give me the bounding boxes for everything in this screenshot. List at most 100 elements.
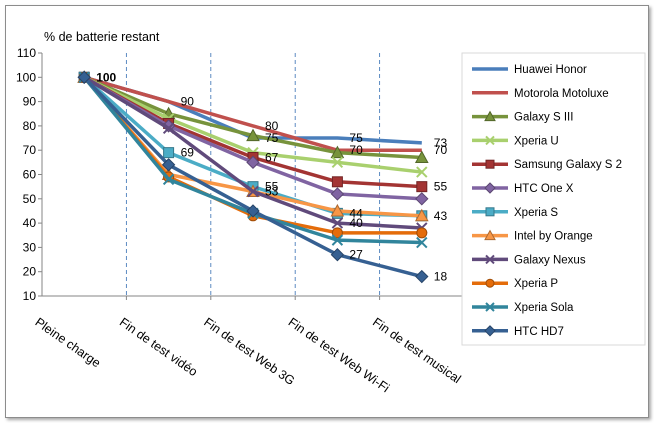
y-tick-label: 40 [23, 216, 37, 230]
legend-entry: Galaxy Nexus [472, 254, 586, 266]
data-point [330, 187, 345, 201]
data-point [484, 110, 496, 122]
data-point [416, 236, 428, 249]
data-point [331, 156, 344, 169]
x-category-labels: Pleine charge Fin de test vidéo Fin de tes… [32, 296, 465, 395]
data-point [414, 208, 429, 222]
data-point [161, 158, 176, 172]
data-point [246, 204, 260, 218]
legend-label: Motorola Motoluxe [514, 88, 609, 100]
data-point [246, 155, 260, 170]
legend-label: Galaxy Nexus [514, 254, 586, 266]
legend-label: Xperia Sola [514, 302, 574, 314]
series-motorola-motoluxe [83, 75, 422, 152]
legend-label: Galaxy S III [514, 112, 573, 124]
legend-label: Huawei Honor [514, 64, 587, 76]
data-label: 55 [265, 180, 279, 194]
data-point [331, 227, 343, 239]
data-point [484, 229, 496, 241]
legend-entry: Xperia Sola [472, 302, 574, 314]
battery-line-chart: % de batterie restant 10 20 30 40 50 60 70 80 90… [16, 30, 646, 395]
series-htc-hd7 [77, 70, 429, 284]
legend-entry: Xperia U [472, 135, 559, 147]
y-tick-labels: 10 20 30 40 50 60 70 80 90 100 110 [16, 46, 42, 303]
data-label: 69 [181, 146, 195, 160]
data-point [331, 176, 343, 188]
data-label: 40 [349, 216, 363, 230]
data-label: 18 [434, 270, 448, 284]
data-label: 55 [434, 180, 448, 194]
x-category-label: Fin de test Web 3G [201, 315, 297, 388]
data-point [485, 254, 495, 265]
data-label: 67 [265, 150, 279, 164]
data-point [485, 278, 495, 288]
legend-entry: Intel by Orange [472, 229, 593, 243]
y-tick-label: 80 [23, 119, 37, 133]
legend-entry: Huawei Honor [472, 64, 587, 76]
data-point [485, 207, 495, 217]
data-label: 27 [349, 248, 363, 262]
y-tick-label: 50 [23, 192, 37, 206]
data-point [416, 181, 428, 193]
legend-entry: Galaxy S III [472, 110, 573, 124]
data-point [331, 234, 344, 246]
x-category-label: Fin de test musical [370, 315, 463, 386]
legend-label: Xperia P [514, 278, 558, 290]
legend-label: Xperia S [514, 207, 558, 219]
vertical-gridlines [125, 53, 381, 296]
data-label: 80 [265, 119, 279, 133]
data-point [416, 227, 428, 239]
data-label: 70 [349, 143, 363, 157]
data-label: 73 [434, 136, 448, 150]
data-point [163, 147, 175, 159]
y-tick-label: 100 [16, 70, 36, 84]
data-label: 90 [181, 95, 195, 109]
legend: Huawei Honor Motorola Motoluxe Galaxy S II… [472, 64, 622, 338]
x-category-label: Pleine charge [32, 315, 103, 370]
data-point [415, 269, 429, 284]
data-label: 70 [434, 143, 448, 157]
legend-box [461, 52, 646, 346]
legend-entry: Samsung Galaxy S 2 [472, 159, 622, 171]
series-intel-by-orange [77, 70, 429, 222]
data-label: 75 [349, 131, 363, 145]
data-point [485, 159, 495, 169]
data-label: 75 [265, 131, 279, 145]
legend-entry: Motorola Motoluxe [472, 88, 609, 100]
y-tick-label: 20 [23, 265, 37, 279]
data-label: 44 [349, 206, 363, 220]
data-point [162, 122, 175, 135]
data-point [415, 192, 429, 206]
legend-entry: HTC One X [472, 182, 574, 195]
chart-frame: % de batterie restant 10 20 30 40 50 60 70 80 90… [5, 5, 649, 418]
data-point [414, 150, 429, 163]
legend-entry: HTC HD7 [472, 325, 564, 338]
series-line [83, 75, 422, 160]
data-point [484, 182, 496, 194]
data-point [484, 325, 496, 337]
data-point [247, 185, 259, 198]
x-category-label: Fin de test vidéo [117, 315, 200, 379]
data-point [331, 217, 344, 229]
y-tick-label: 70 [23, 143, 37, 157]
legend-label: HTC One X [514, 183, 574, 195]
y-tick-label: 90 [23, 95, 37, 109]
data-point [330, 247, 345, 262]
data-label: 43 [434, 209, 448, 223]
data-point [485, 302, 495, 312]
data-point [485, 135, 495, 146]
y-tick-label: 30 [23, 240, 37, 254]
legend-entry: Xperia S [472, 207, 558, 219]
legend-label: Xperia U [514, 135, 559, 147]
series-line [83, 75, 422, 152]
y-axis-title: % de batterie restant [44, 30, 160, 44]
y-tick-label: 10 [23, 289, 37, 303]
data-point [77, 70, 91, 85]
data-label: 53 [265, 185, 279, 199]
legend-label: Samsung Galaxy S 2 [514, 159, 622, 171]
series-lines [77, 70, 429, 284]
data-point [330, 145, 345, 159]
data-label: 100 [96, 70, 116, 84]
data-point [162, 173, 175, 186]
